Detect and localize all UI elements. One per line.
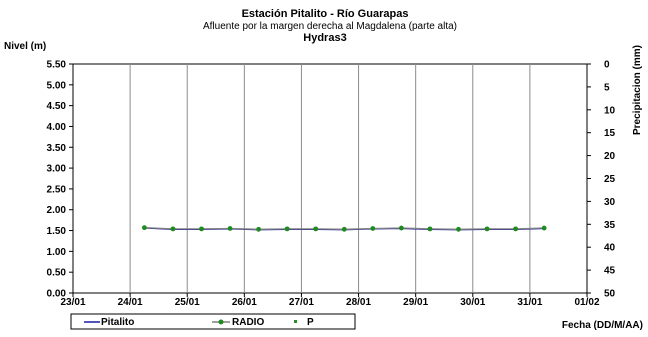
series-layer xyxy=(141,225,547,232)
data-point-radio xyxy=(284,226,290,232)
x-tick-label: 30/01 xyxy=(460,297,485,308)
chart-subtitle-2: Hydras3 xyxy=(303,32,346,44)
y-tick-label: 1.00 xyxy=(47,247,67,258)
data-point-radio xyxy=(427,226,433,232)
grid-lines xyxy=(129,64,531,293)
x-axis-ticks: 23/01 24/01 25/01 26/01 27/01 28/01 29/01 30/01… xyxy=(60,293,600,308)
x-tick-label: 31/01 xyxy=(517,297,542,308)
chart-subtitle: Afluente por la margen derecha al Magdal… xyxy=(203,21,457,32)
legend-label-p: P xyxy=(307,317,314,328)
x-tick-label: 27/01 xyxy=(289,297,314,308)
y-tick-label: 2.50 xyxy=(47,184,67,195)
x-tick-label: 24/01 xyxy=(118,297,143,308)
y-tick-label: 0.50 xyxy=(47,268,67,279)
data-point-radio xyxy=(227,226,233,231)
data-point-radio xyxy=(199,226,204,232)
data-point-radio xyxy=(256,226,262,232)
data-point-radio xyxy=(398,225,404,231)
data-point-radio xyxy=(513,226,519,232)
y-axis-ticks: 0.00 0.50 1.00 1.50 2.00 2.50 3.00 3.50 4.00 4.50… xyxy=(47,60,73,300)
y2-tick-label: 15 xyxy=(604,128,616,139)
y2-tick-label: 10 xyxy=(604,105,616,116)
y2-tick-label: 35 xyxy=(604,220,616,231)
y-tick-label: 4.50 xyxy=(47,101,67,112)
x-tick-label: 25/01 xyxy=(175,297,200,308)
y2-tick-label: 45 xyxy=(604,266,616,277)
x-tick-label: 28/01 xyxy=(346,297,371,308)
x-tick-label: 26/01 xyxy=(232,297,257,308)
y-tick-label: 3.00 xyxy=(47,164,67,175)
data-point-radio xyxy=(456,226,461,232)
y-tick-label: 0.00 xyxy=(47,289,67,300)
y2-tick-label: 30 xyxy=(604,197,616,208)
data-point-radio xyxy=(484,226,490,232)
legend-label-radio: RADIO xyxy=(232,317,264,328)
legend: Pitalito RADIO P xyxy=(70,313,356,330)
data-point-radio xyxy=(541,225,547,231)
y2-tick-label: 40 xyxy=(604,243,616,254)
x-axis-label: Fecha (DD/M/AA) xyxy=(562,320,643,331)
y-tick-label: 5.00 xyxy=(47,80,67,91)
y-tick-label: 4.00 xyxy=(47,122,67,133)
y2-tick-label: 5 xyxy=(604,82,610,93)
y2-axis-label: Precipitacion (mm) xyxy=(632,45,643,135)
chart-title: Estación Pitalito - Río Guarapas xyxy=(242,8,409,20)
x-tick-label: 23/01 xyxy=(60,297,85,308)
y2-tick-label: 0 xyxy=(604,60,610,71)
data-point-radio xyxy=(341,226,347,232)
x-tick-label: 01/02 xyxy=(574,297,599,308)
y2-axis-ticks: 0 5 10 15 20 25 30 35 40 45 50 xyxy=(587,60,616,300)
data-point-radio xyxy=(170,226,176,232)
x-tick-label: 29/01 xyxy=(403,297,428,308)
y-tick-label: 2.00 xyxy=(47,205,67,216)
y-tick-label: 1.50 xyxy=(47,226,67,237)
data-point-radio xyxy=(370,226,376,231)
y2-tick-label: 20 xyxy=(604,151,616,162)
y-tick-label: 3.50 xyxy=(47,143,67,154)
y-tick-label: 5.50 xyxy=(47,60,67,71)
data-point-radio xyxy=(141,225,147,231)
y2-tick-label: 50 xyxy=(604,289,616,300)
legend-swatch-radio-marker xyxy=(218,319,224,325)
y2-tick-label: 25 xyxy=(604,174,616,185)
data-point-radio xyxy=(313,226,319,232)
legend-label-pitalito: Pitalito xyxy=(101,317,134,328)
y-axis-label: Nivel (m) xyxy=(4,41,46,52)
legend-swatch-p xyxy=(294,320,297,323)
